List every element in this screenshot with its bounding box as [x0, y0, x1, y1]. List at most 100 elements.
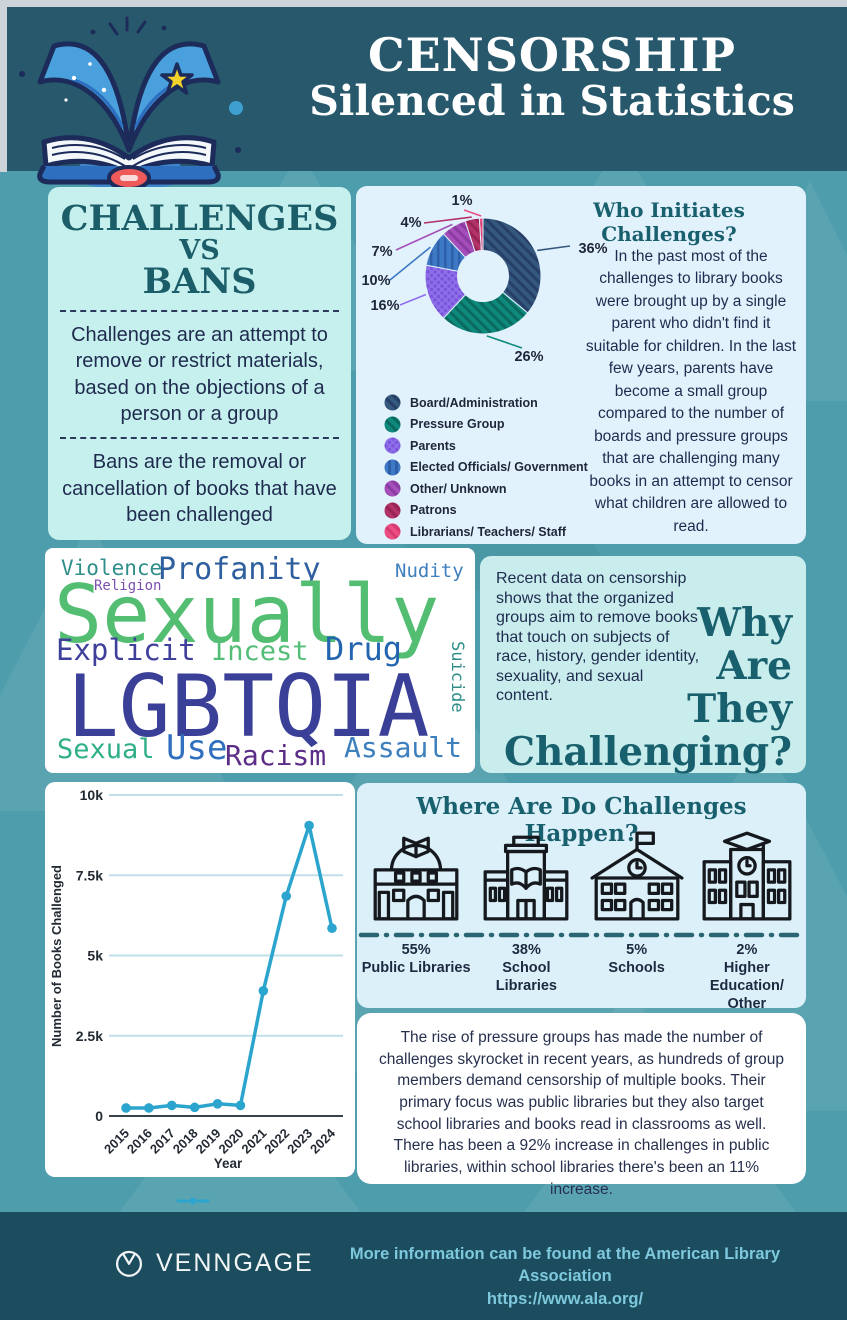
heading-bans: BANS	[142, 261, 257, 303]
donut-leader-line	[423, 216, 472, 224]
title-line-2: Silenced in Statistics	[309, 77, 795, 125]
legend-swatch-icon	[384, 416, 401, 433]
line-chart-card: 0 2.5k 5k 7.5k 10k 2015 2016 2017 2018 2019 2020 20…	[45, 782, 355, 1177]
y-tick-label: 2.5k	[76, 1028, 103, 1044]
donut-leader-line	[395, 223, 453, 251]
legend-swatch-icon	[384, 459, 401, 476]
footer-info: More information can be found at the Ame…	[330, 1243, 800, 1310]
wordcloud-word: Racism	[225, 739, 327, 772]
ala-link[interactable]: https://www.ala.org/	[486, 1289, 644, 1308]
dashed-divider	[60, 437, 339, 440]
legend-label: Pressure Group	[410, 417, 505, 432]
legend-label: Patrons	[410, 503, 457, 518]
heading-vs: VS	[179, 234, 220, 266]
chart-trace-glyph	[176, 1197, 210, 1205]
challenges-vs-bans-heading: CHALLENGES VS BANS	[58, 201, 341, 300]
heading-challenges: CHALLENGES	[60, 198, 339, 239]
who-initiates-card: 36% 26% 16% 10% 7% 4% 1% Who Initiates Challen…	[356, 186, 806, 544]
legend-swatch-icon	[384, 523, 401, 540]
wordcloud-word: Explicit	[56, 633, 196, 667]
legend-label: Other/ Unknown	[410, 481, 507, 496]
y-tick-label: 10k	[80, 787, 104, 803]
legend-item: Board/Administration	[384, 392, 588, 414]
wordcloud-word: Religion	[94, 578, 162, 594]
page-title: CENSORSHIP Silenced in Statistics	[262, 32, 842, 125]
line-series	[124, 823, 334, 1110]
donut-legend: Board/Administration Pressure Group Parent…	[384, 392, 588, 543]
data-point-2018	[189, 1102, 200, 1113]
venue-pct: 2%	[736, 942, 758, 958]
data-point-2024	[327, 923, 337, 934]
donut-chart: 36% 26% 16% 10% 7% 4% 1%	[361, 193, 607, 365]
x-tick-label: 2017	[147, 1126, 178, 1157]
venue-labels-row: 55% Public Libraries 38% School Librarie…	[361, 941, 802, 1014]
school-library-icon	[483, 835, 569, 921]
who-initiates-title: Who Initiates Challenges?	[593, 198, 745, 246]
donut-value-label: 1%	[452, 193, 473, 209]
wordcloud-word: Use	[166, 728, 228, 768]
pressure-groups-body: The rise of pressure groups has made the…	[379, 1029, 784, 1198]
wordcloud-word: Assault	[344, 731, 463, 764]
x-axis-title: Year	[214, 1156, 243, 1171]
donut-value-label: 16%	[370, 298, 399, 314]
wordcloud-word: Incest	[211, 636, 309, 667]
y-tick-label: 7.5k	[76, 867, 103, 883]
venue-school-libraries: 38% School Libraries	[471, 941, 581, 1014]
school-icon	[590, 831, 684, 921]
x-tick-label: 2018	[170, 1126, 201, 1157]
venue-public-libraries: 55% Public Libraries	[361, 941, 471, 1014]
y-tick-label: 0	[95, 1108, 103, 1124]
venngage-wordmark: VENNGAGE	[156, 1248, 314, 1277]
wordcloud-word: Sexually	[54, 568, 440, 661]
data-point-2022	[281, 891, 292, 901]
wordcloud-word: Nudity	[395, 560, 464, 582]
venngage-mark-icon	[115, 1250, 143, 1277]
legend-label: Librarians/ Teachers/ Staff	[410, 524, 567, 539]
data-point-2019	[212, 1099, 223, 1109]
donut-leader-line	[537, 245, 571, 252]
venue-label: Schools	[608, 960, 665, 977]
wordcloud-word: Drug	[325, 630, 403, 668]
donut-leader-line	[463, 209, 482, 217]
y-axis-title: Number of Books Challenged	[49, 865, 64, 1047]
window-edge-left	[0, 0, 7, 172]
x-tick-label: 2024	[307, 1125, 339, 1157]
wordcloud-word: LGBTQIA	[67, 657, 430, 757]
legend-swatch-icon	[384, 437, 401, 454]
legend-item: Librarians/ Teachers/ Staff	[384, 521, 588, 543]
public-library-icon	[373, 836, 459, 921]
bans-definition: Bans are the removal or cancellation of …	[62, 451, 337, 527]
legend-label: Elected Officials/ Government	[410, 460, 588, 475]
why-challenging-body: Recent data on censorship shows that the…	[496, 570, 700, 705]
venue-schools: 5% Schools	[582, 941, 692, 1014]
x-tick-label: 2020	[216, 1126, 247, 1157]
legend-label: Board/Administration	[410, 395, 538, 410]
why-challenging-card: Recent data on censorship shows that the…	[480, 556, 806, 773]
legend-item: Other/ Unknown	[384, 478, 588, 500]
venue-pct: 55%	[401, 942, 431, 958]
legend-item: Pressure Group	[384, 414, 588, 436]
who-initiates-body: In the past most of the challenges to li…	[585, 248, 797, 535]
venngage-logo[interactable]: VENNGAGE	[112, 1246, 314, 1280]
legend-swatch-icon	[384, 502, 401, 519]
x-tick-label: 2019	[193, 1126, 224, 1157]
donut-value-label: 36%	[578, 241, 607, 257]
donut-value-label: 7%	[372, 244, 393, 260]
legend-swatch-icon	[384, 394, 401, 411]
data-point-2016	[144, 1103, 154, 1113]
data-point-2020	[235, 1100, 246, 1111]
wordcloud-word: Suicide	[447, 641, 467, 713]
dash-dot-divider	[358, 932, 805, 938]
venue-icons-row	[361, 825, 802, 927]
donut-value-label: 10%	[361, 273, 390, 289]
donut-leader-line	[389, 246, 431, 281]
venue-label: School Libraries	[495, 960, 557, 995]
x-tick-label: 2023	[284, 1126, 315, 1157]
wordcloud-word: Profanity	[158, 552, 321, 587]
legend-item: Patrons	[384, 500, 588, 522]
data-point-2015	[121, 1103, 131, 1113]
legend-label: Parents	[410, 438, 456, 453]
donut-slice-1%	[478, 217, 484, 252]
donut-slice-36%	[482, 217, 542, 314]
